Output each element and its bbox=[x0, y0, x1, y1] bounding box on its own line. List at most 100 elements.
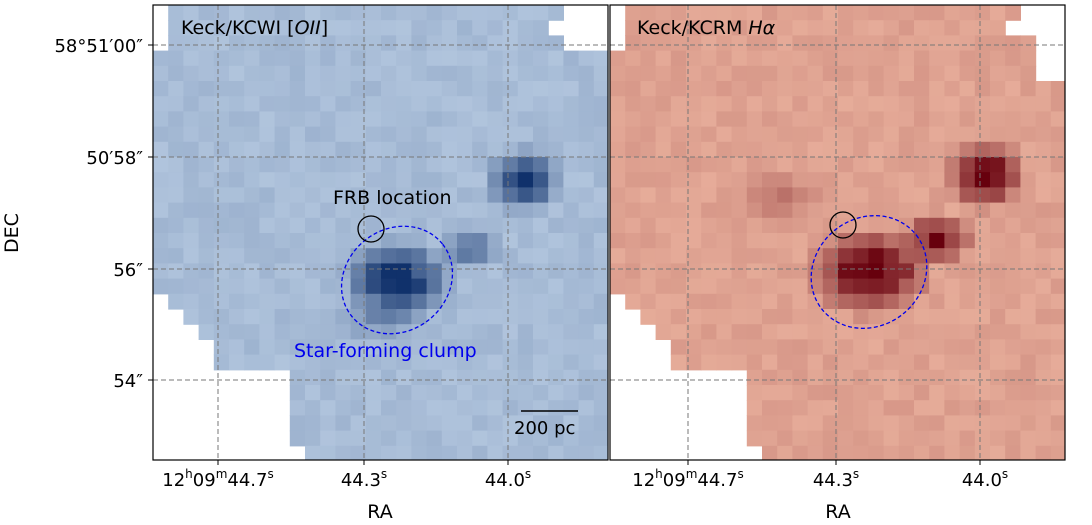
map-pixel bbox=[517, 126, 534, 143]
map-pixel bbox=[853, 248, 869, 264]
map-pixel bbox=[274, 35, 291, 52]
map-pixel bbox=[548, 339, 564, 356]
map-pixel bbox=[792, 187, 809, 204]
map-pixel bbox=[396, 111, 412, 128]
map-pixel bbox=[274, 248, 291, 264]
map-pixel bbox=[1005, 50, 1021, 67]
map-pixel bbox=[229, 309, 245, 325]
map-pixel bbox=[838, 126, 854, 143]
map-pixel bbox=[868, 96, 885, 112]
map-pixel bbox=[411, 126, 428, 143]
map-pixel bbox=[914, 354, 930, 371]
map-pixel bbox=[517, 430, 534, 447]
map-pixel bbox=[655, 324, 672, 340]
map-pixel bbox=[441, 172, 458, 188]
map-pixel bbox=[868, 369, 885, 386]
map-pixel bbox=[365, 369, 382, 386]
map-pixel bbox=[441, 81, 458, 97]
map-pixel bbox=[441, 354, 458, 371]
map-pixel bbox=[1020, 324, 1037, 340]
map-pixel bbox=[578, 187, 595, 204]
map-pixel bbox=[487, 157, 504, 173]
map-pixel bbox=[959, 217, 976, 234]
map-pixel bbox=[441, 157, 458, 173]
map-pixel bbox=[320, 126, 336, 143]
map-pixel bbox=[548, 187, 564, 204]
map-pixel bbox=[974, 141, 991, 158]
map-pixel bbox=[731, 5, 748, 21]
map-pixel bbox=[838, 430, 854, 447]
map-pixel bbox=[990, 445, 1006, 460]
map-pixel bbox=[959, 354, 976, 371]
map-pixel bbox=[731, 217, 748, 234]
map-pixel bbox=[792, 385, 809, 401]
map-pixel bbox=[670, 217, 687, 234]
map-pixel bbox=[868, 445, 885, 460]
map-pixel bbox=[593, 385, 608, 401]
map-pixel bbox=[487, 445, 504, 460]
map-pixel bbox=[868, 309, 885, 325]
map-pixel bbox=[411, 111, 428, 128]
map-pixel bbox=[610, 96, 626, 112]
map-pixel bbox=[320, 81, 336, 97]
map-pixel bbox=[517, 35, 534, 52]
map-pixel bbox=[792, 96, 809, 112]
map-pixel bbox=[365, 445, 382, 460]
map-pixel bbox=[578, 141, 595, 158]
map-pixel bbox=[701, 339, 717, 356]
map-pixel bbox=[1020, 263, 1037, 280]
map-pixel bbox=[929, 81, 945, 97]
map-pixel bbox=[762, 445, 778, 460]
map-pixel bbox=[472, 400, 488, 416]
map-pixel bbox=[777, 430, 793, 447]
map-pixel bbox=[305, 339, 321, 356]
map-pixel bbox=[229, 50, 245, 67]
map-pixel bbox=[944, 415, 961, 432]
map-pixel bbox=[746, 354, 763, 371]
map-pixel bbox=[335, 65, 352, 82]
map-pixel bbox=[350, 5, 367, 21]
map-pixel bbox=[974, 369, 991, 386]
map-pixel bbox=[396, 430, 412, 447]
map-pixel bbox=[229, 248, 245, 264]
map-pixel bbox=[974, 385, 991, 401]
map-pixel bbox=[411, 430, 428, 447]
map-pixel bbox=[1035, 263, 1052, 280]
map-pixel bbox=[274, 354, 291, 371]
map-pixel bbox=[838, 5, 854, 21]
map-pixel bbox=[578, 96, 595, 112]
map-pixel bbox=[472, 111, 488, 128]
map-pixel bbox=[655, 126, 672, 143]
map-pixel bbox=[578, 111, 595, 128]
map-pixel bbox=[593, 81, 608, 97]
map-pixel bbox=[670, 187, 687, 204]
map-pixel bbox=[244, 141, 260, 158]
map-pixel bbox=[686, 278, 702, 295]
map-pixel bbox=[396, 354, 412, 371]
map-pixel bbox=[548, 5, 564, 21]
map-pixel bbox=[792, 309, 809, 325]
map-pixel bbox=[990, 157, 1006, 173]
map-pixel bbox=[944, 111, 961, 128]
map-pixel bbox=[198, 187, 215, 204]
map-pixel bbox=[640, 293, 657, 310]
map-pixel bbox=[350, 263, 367, 280]
map-pixel bbox=[578, 369, 595, 386]
map-pixel bbox=[655, 263, 672, 280]
map-pixel bbox=[1050, 202, 1065, 219]
map-pixel bbox=[716, 65, 733, 82]
map-pixel bbox=[244, 172, 260, 188]
map-pixel bbox=[670, 141, 687, 158]
map-pixel bbox=[548, 415, 564, 432]
map-pixel bbox=[502, 309, 519, 325]
map-pixel bbox=[213, 157, 230, 173]
map-pixel bbox=[578, 248, 595, 264]
map-pixel bbox=[762, 141, 778, 158]
map-pixel bbox=[853, 157, 869, 173]
map-pixel bbox=[944, 248, 961, 264]
map-pixel bbox=[396, 65, 412, 82]
map-pixel bbox=[472, 172, 488, 188]
map-pixel bbox=[610, 202, 626, 219]
map-pixel bbox=[914, 430, 930, 447]
map-pixel bbox=[502, 172, 519, 188]
